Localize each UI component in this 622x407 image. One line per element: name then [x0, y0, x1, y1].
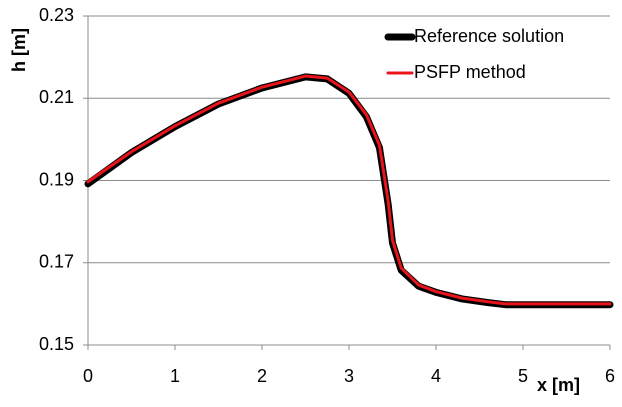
y-tick-label: 0.15	[39, 334, 74, 354]
y-tick-label: 0.23	[39, 5, 74, 25]
y-tick-label: 0.17	[39, 252, 74, 272]
x-tick-label: 4	[431, 366, 441, 386]
x-tick-label: 5	[518, 366, 528, 386]
series-line	[86, 74, 612, 306]
x-tick-label: 6	[605, 366, 615, 386]
x-tick-label: 3	[344, 366, 354, 386]
y-tick-label: 0.21	[39, 87, 74, 107]
x-tick-label: 1	[170, 366, 180, 386]
y-tick-label: 0.19	[39, 169, 74, 189]
legend-label: Reference solution	[414, 26, 564, 46]
series-line	[84, 73, 614, 309]
y-axis-label: h [m]	[9, 28, 29, 72]
x-tick-label: 2	[257, 366, 267, 386]
x-axis-label: x [m]	[537, 375, 580, 395]
legend-label: PSFP method	[414, 62, 526, 82]
x-tick-label: 0	[83, 366, 93, 386]
